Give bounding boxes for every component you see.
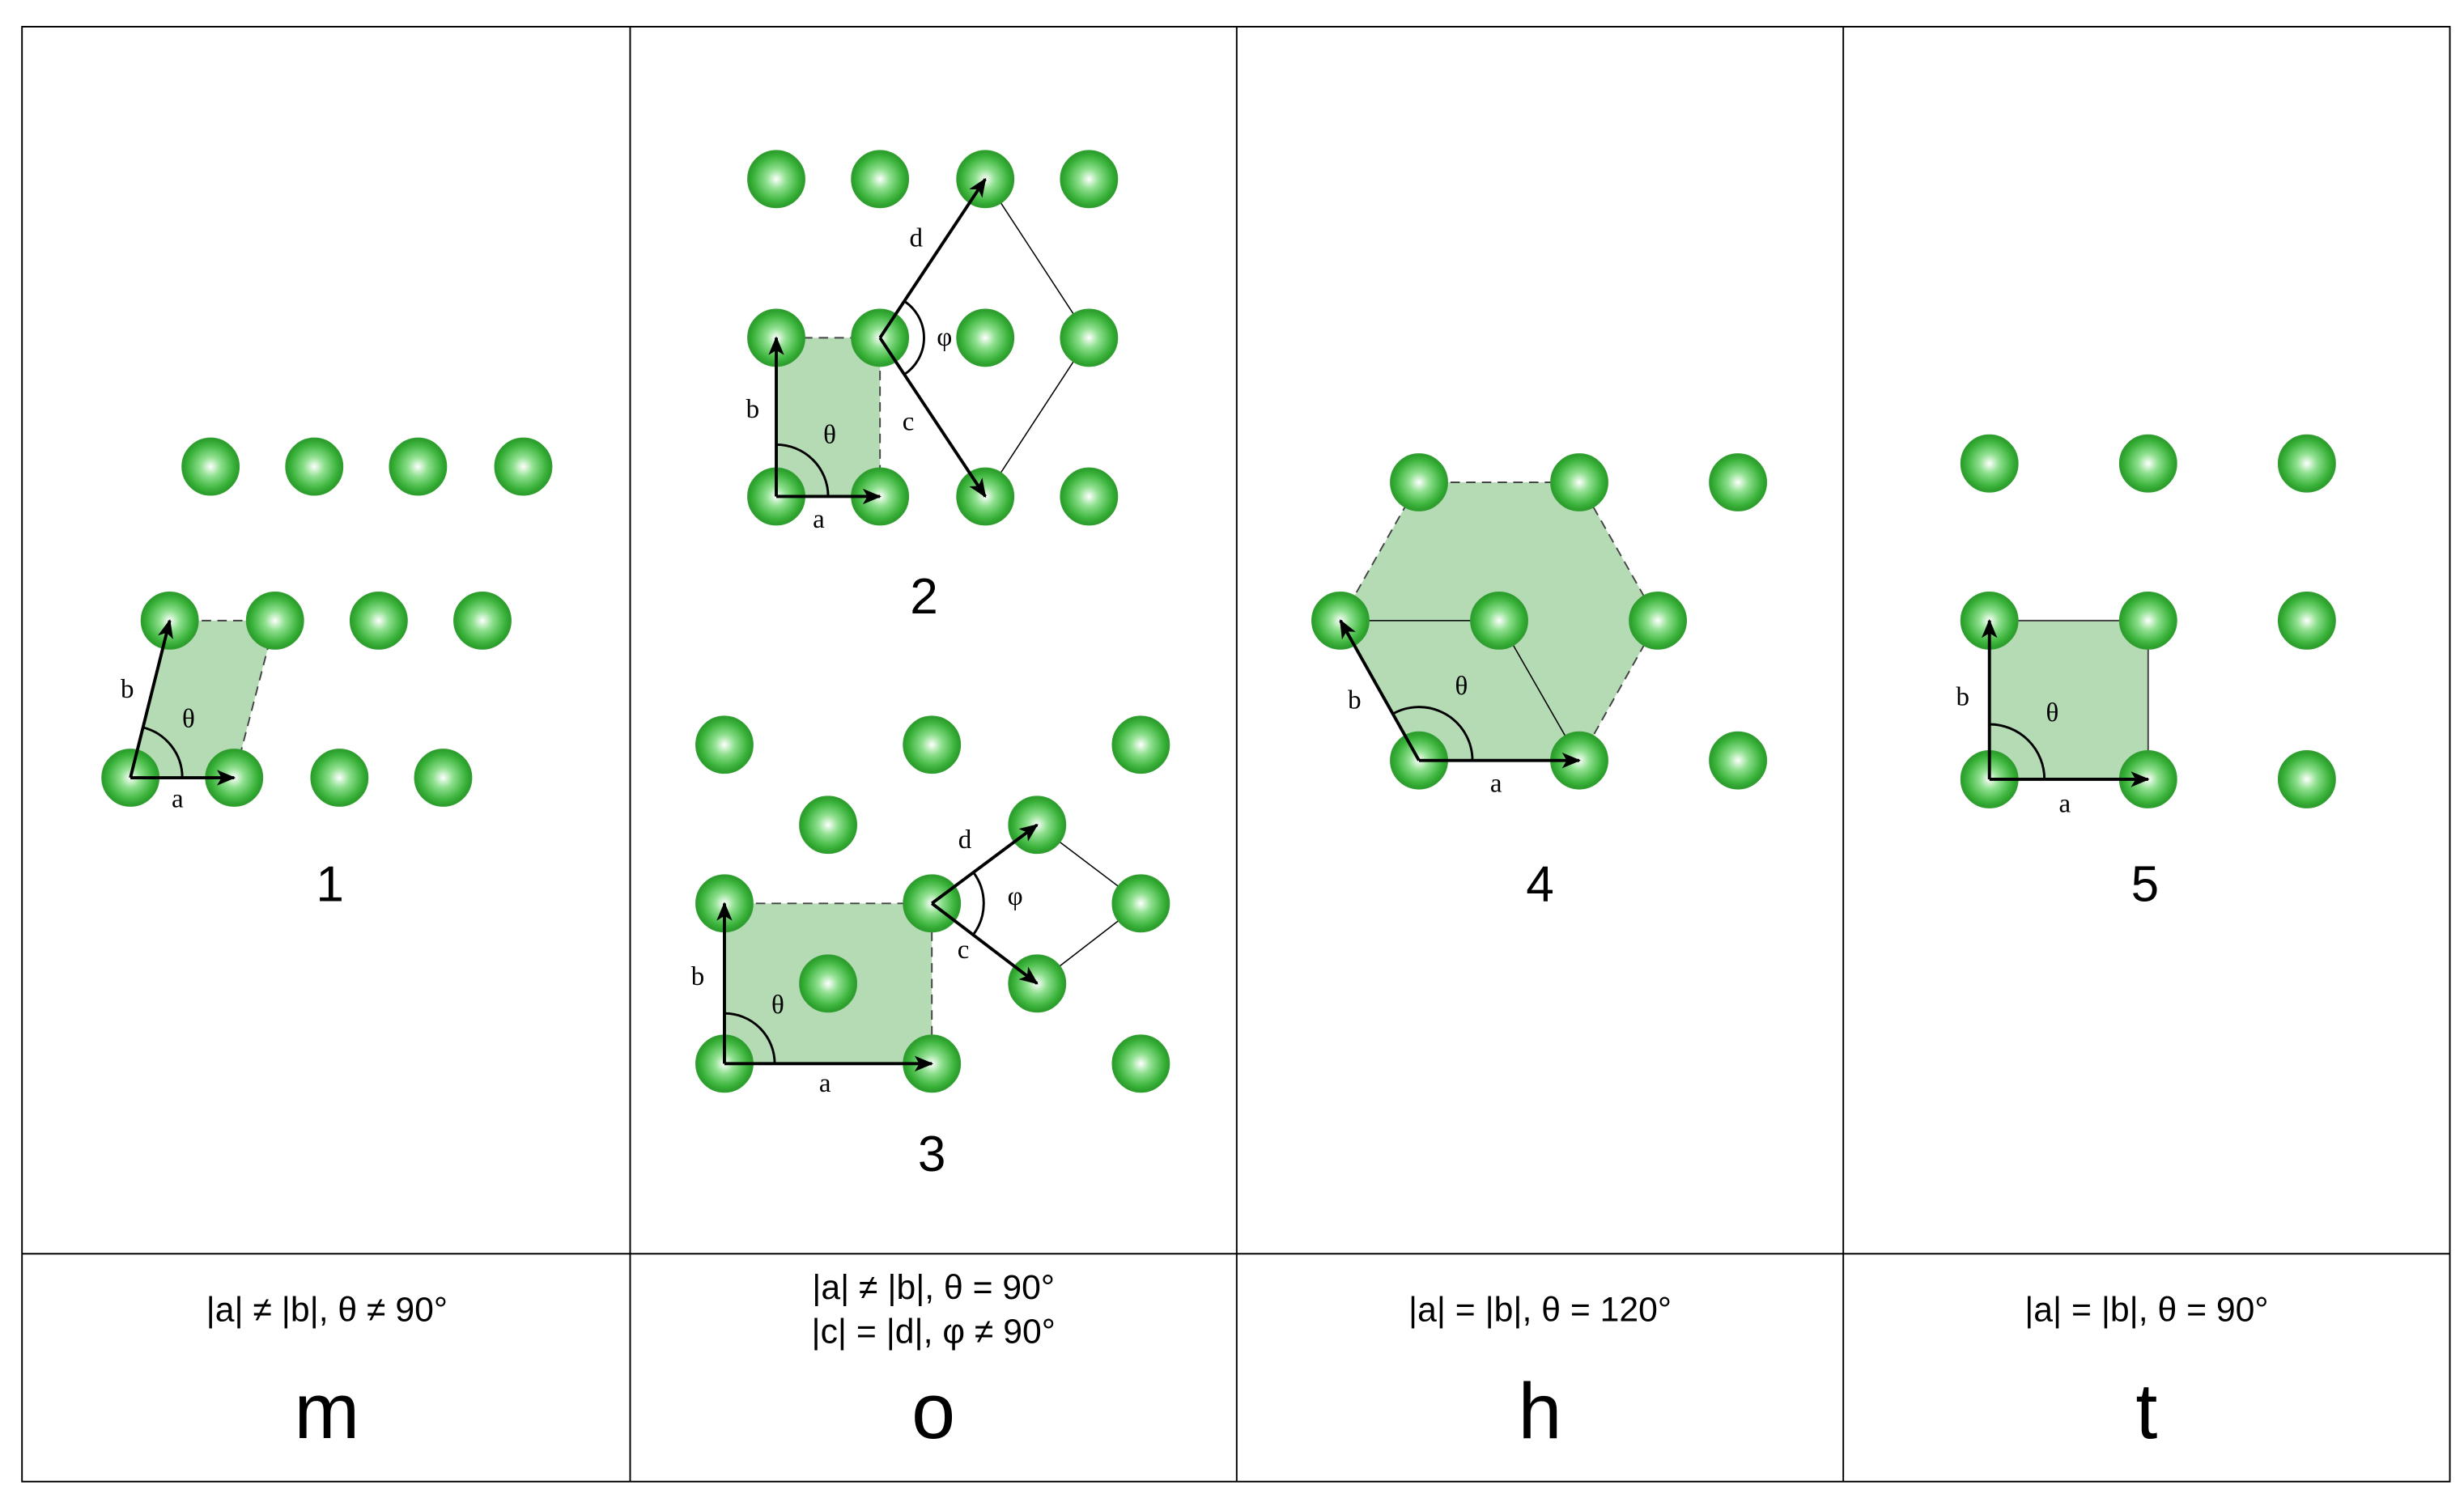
lattice-symbol: o xyxy=(911,1367,955,1455)
lattice-number: 4 xyxy=(1526,856,1554,912)
vector-label: c xyxy=(903,408,915,437)
atom xyxy=(2277,591,2336,650)
vector-arrow xyxy=(129,618,173,779)
atom xyxy=(1111,874,1170,933)
atom xyxy=(1470,591,1528,650)
lattice-symbol: h xyxy=(1519,1367,1562,1455)
lattice-number: 5 xyxy=(2131,856,2160,912)
atom xyxy=(181,437,240,496)
vector-label: b xyxy=(121,675,134,704)
atom xyxy=(1960,434,2019,493)
atom xyxy=(310,749,369,807)
atom xyxy=(1060,150,1119,209)
atom xyxy=(747,150,805,209)
angle-arc xyxy=(1391,706,1474,761)
vector-arrow xyxy=(878,337,987,499)
vector-label: b xyxy=(1956,683,1969,712)
atom xyxy=(1060,467,1119,526)
vector-label: b xyxy=(746,395,759,424)
atom xyxy=(799,796,857,855)
condition: |a| ≠ |b|, θ ≠ 90° xyxy=(206,1290,448,1329)
unit-cell xyxy=(129,619,276,779)
vector-label: b xyxy=(1348,685,1361,715)
lattice-number: 2 xyxy=(910,569,938,625)
lattice-symbol: t xyxy=(2135,1367,2157,1455)
atom xyxy=(956,308,1015,367)
atom xyxy=(1111,715,1170,774)
atom xyxy=(903,874,962,933)
atom xyxy=(494,437,553,496)
atom xyxy=(1060,308,1119,367)
vector-arrow xyxy=(931,823,1039,905)
vector-label: φ xyxy=(937,323,952,352)
angle-arc xyxy=(903,299,925,376)
vector-label: a xyxy=(819,1069,831,1098)
condition: |a| = |b|, θ = 90° xyxy=(2024,1290,2268,1329)
angle-arc xyxy=(1989,723,2046,779)
vector-label: a xyxy=(172,785,184,814)
atom xyxy=(414,749,473,807)
lattice-symbol: m xyxy=(294,1367,359,1455)
vector-arrow xyxy=(1339,619,1421,762)
atom xyxy=(349,591,408,650)
atom xyxy=(1709,453,1768,511)
vector-arrow xyxy=(931,902,1039,985)
atom xyxy=(2277,750,2336,808)
atom xyxy=(389,437,448,496)
atom xyxy=(1111,1034,1170,1093)
vector-label: a xyxy=(813,505,825,534)
vector-label: θ xyxy=(771,991,784,1020)
angle-arc xyxy=(724,1012,776,1064)
lattice-number: 3 xyxy=(918,1126,946,1182)
condition: |c| = |d|, φ ≠ 90° xyxy=(811,1313,1055,1351)
atom xyxy=(903,715,962,774)
atom xyxy=(1390,453,1448,511)
vector-label: a xyxy=(2059,790,2071,819)
angle-arc xyxy=(972,872,985,936)
atom xyxy=(1709,731,1768,790)
vector-label: d xyxy=(910,224,924,253)
vector-label: θ xyxy=(182,705,195,734)
vector-label: c xyxy=(958,936,970,965)
vector-label: b xyxy=(691,962,704,991)
vector-arrow xyxy=(878,177,987,339)
condition: |a| ≠ |b|, θ = 90° xyxy=(812,1268,1055,1307)
angle-arc xyxy=(142,726,184,779)
atom xyxy=(245,591,304,650)
atom xyxy=(799,954,857,1013)
vector-label: θ xyxy=(2046,698,2058,728)
atom xyxy=(695,715,754,774)
vector-label: θ xyxy=(823,420,836,449)
vector-label: φ xyxy=(1008,882,1023,911)
atom xyxy=(1550,453,1608,511)
vector-label: a xyxy=(1490,769,1502,798)
angle-arc xyxy=(776,443,830,497)
condition: |a| = |b|, θ = 120° xyxy=(1408,1290,1672,1329)
vector-label: θ xyxy=(1455,672,1468,701)
atom xyxy=(1629,591,1688,650)
atom xyxy=(453,591,512,650)
atom xyxy=(285,437,344,496)
atom xyxy=(851,150,910,209)
atom xyxy=(2277,434,2336,493)
lattice-number: 1 xyxy=(316,856,344,912)
table-grid xyxy=(21,26,2451,1483)
unit-cell xyxy=(1988,619,2149,780)
atom xyxy=(2118,591,2177,650)
atom xyxy=(2118,434,2177,493)
vector-label: d xyxy=(958,825,972,855)
